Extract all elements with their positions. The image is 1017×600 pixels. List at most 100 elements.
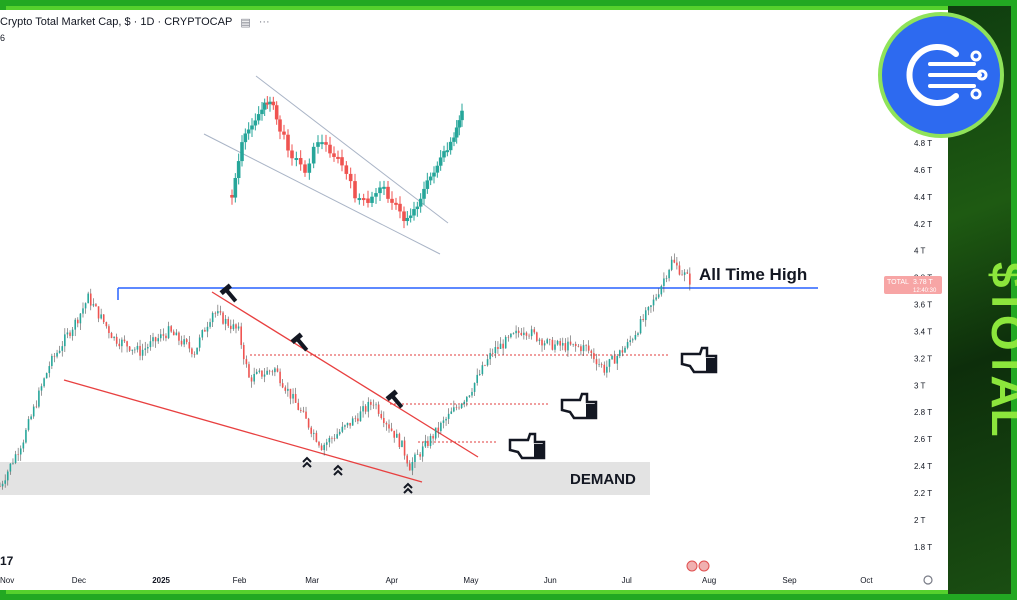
- candle-body: [561, 343, 564, 346]
- candle-body: [362, 406, 364, 412]
- candle-body: [118, 343, 121, 347]
- candle-body: [157, 338, 159, 342]
- candle-body: [66, 332, 69, 335]
- candle-body: [71, 329, 74, 336]
- tradingview-logo[interactable]: 17: [0, 554, 14, 568]
- y-tick-label: 2.6 T: [914, 435, 932, 444]
- candle-body: [647, 306, 650, 311]
- candle-body: [222, 312, 224, 324]
- candle-body: [520, 332, 523, 336]
- more-icon[interactable]: ···: [258, 16, 270, 28]
- gear-icon[interactable]: [923, 575, 933, 585]
- y-tick-label: 3 T: [914, 381, 926, 390]
- candle-body: [676, 262, 678, 266]
- inset-candle-body: [448, 141, 453, 151]
- candle-body: [305, 411, 307, 419]
- candle-body: [95, 304, 97, 307]
- layout-icon[interactable]: ▤: [240, 16, 251, 29]
- candle-body: [533, 329, 536, 333]
- candle-body: [590, 350, 593, 354]
- candle-body: [45, 373, 48, 379]
- candle-body: [336, 434, 338, 439]
- candle-body: [51, 355, 53, 367]
- candle-body: [204, 330, 206, 332]
- candle-body: [489, 353, 491, 360]
- candle-body: [458, 407, 460, 409]
- inset-candle-body: [415, 206, 420, 210]
- candle-body: [380, 413, 383, 418]
- candle-body: [600, 364, 603, 365]
- candle-body: [4, 480, 6, 484]
- candle-body: [473, 382, 476, 392]
- candle-body: [191, 348, 193, 355]
- candle-body: [149, 341, 152, 348]
- candle-body: [460, 403, 463, 409]
- downtrend-support-line[interactable]: [63, 379, 423, 483]
- inset-candle-body: [250, 125, 254, 130]
- hammer-icon: [290, 332, 309, 352]
- candle-body: [549, 339, 551, 340]
- inset-candle-body: [394, 202, 398, 205]
- y-tick-label: 2.4 T: [914, 462, 932, 471]
- candle-body: [100, 314, 102, 319]
- inset-candle-body: [271, 101, 276, 106]
- candle-body: [323, 444, 325, 451]
- candle-body: [466, 396, 468, 402]
- candle-body: [284, 387, 287, 391]
- event-flag-icon[interactable]: [686, 560, 698, 572]
- inset-candle-body: [435, 165, 440, 173]
- downtrend-resistance-line[interactable]: [211, 291, 479, 458]
- y-tick-label: 2 T: [914, 516, 926, 525]
- event-flag-icon[interactable]: [698, 560, 710, 572]
- candle-body: [274, 368, 276, 373]
- inset-candle-body: [405, 217, 410, 222]
- candle-body: [338, 431, 341, 435]
- inset-candle-body: [320, 142, 324, 145]
- candle-body: [276, 368, 279, 372]
- candle-body: [261, 370, 263, 377]
- candle-body: [608, 359, 611, 367]
- candle-body: [414, 454, 416, 463]
- candle-body: [185, 339, 188, 343]
- candle-body: [515, 330, 517, 334]
- x-axis[interactable]: Nov Dec 2025 Feb Mar Apr May Jun Jul Aug Sep Oct: [0, 576, 873, 585]
- candle-body: [227, 318, 230, 326]
- candle-body: [370, 401, 372, 405]
- candle-body: [383, 417, 385, 423]
- inset-candle-body: [332, 153, 336, 157]
- inset-candle-body: [353, 181, 357, 199]
- inset-candle-body: [324, 142, 328, 145]
- candle-body: [574, 343, 577, 346]
- x-tick-label: Mar: [305, 576, 319, 585]
- candle-body: [497, 347, 499, 349]
- candle-body: [87, 293, 89, 304]
- y-tick-label: 3.2 T: [914, 354, 932, 363]
- candle-body: [154, 337, 157, 342]
- candle-body: [113, 336, 115, 339]
- candle-body: [367, 401, 370, 412]
- candle-body: [504, 336, 507, 349]
- candle-body: [393, 430, 395, 438]
- candle-body: [499, 343, 502, 349]
- hammer-icon: [219, 283, 238, 303]
- candle-body: [463, 401, 466, 404]
- price-tag-time: 12:40:30: [913, 288, 937, 294]
- candle-body: [180, 340, 183, 345]
- candle-body: [84, 303, 87, 309]
- candle-body: [289, 388, 292, 399]
- x-tick-label: Jul: [622, 576, 632, 585]
- candle-body: [530, 329, 533, 337]
- candle-body: [320, 445, 323, 451]
- candle-body: [201, 330, 204, 338]
- candle-body: [403, 440, 406, 456]
- y-axis[interactable]: 1.8 T 2 T 2.2 T 2.4 T 2.6 T 2.8 T 3 T 3.2 T 3.4 …: [914, 139, 932, 552]
- inset-candle-body: [344, 165, 349, 174]
- inset-candle-body: [311, 146, 316, 164]
- inset-candle-body: [374, 193, 378, 197]
- candle-body: [657, 294, 660, 298]
- candle-body: [32, 406, 35, 417]
- candle-body: [53, 355, 56, 357]
- y-tick-label: 4.6 T: [914, 166, 932, 175]
- candle-body: [123, 339, 126, 342]
